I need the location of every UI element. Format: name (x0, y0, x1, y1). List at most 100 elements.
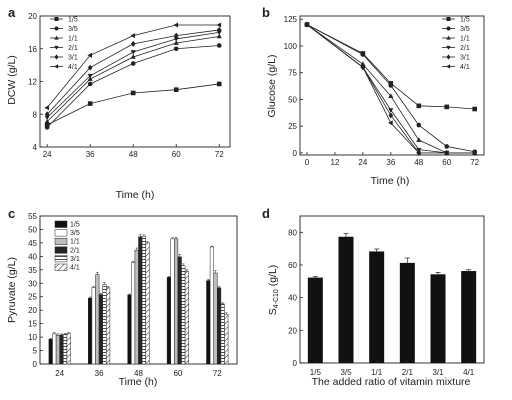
panel-c-y-tick-label: 40 (28, 252, 37, 261)
panel-a-data-point (87, 64, 93, 71)
panel-b-data-point (416, 150, 421, 156)
panel-a-data-point (216, 22, 222, 28)
panel-a-y-tick-label: 20 (28, 12, 37, 21)
panel-d-plot-frame (299, 215, 485, 364)
panel-b-data-point (388, 120, 393, 126)
panel-b-data-point (443, 150, 449, 156)
panel-a-data-point (216, 26, 222, 33)
panel-b-data-point (444, 104, 450, 110)
panel-c-pyruvate-chart: Time (h) Pyruvate (g/L) 24 36 48 60 72 0 5 10 15… (6, 212, 238, 388)
panel-c-bar (55, 334, 60, 365)
panel-a-data-point (173, 46, 179, 52)
panel-b-data-point (444, 144, 450, 149)
panel-d-x-tick-label: 4/1 (463, 368, 475, 377)
panel-c-y-tick-label: 25 (28, 293, 37, 302)
panel-b-y-tick-label: 25 (288, 122, 297, 131)
panel-b-y-tick-label: 0 (293, 149, 298, 158)
panel-a-legend-label: 3/1 (68, 55, 78, 62)
panel-a-x-tick-label: 24 (43, 150, 52, 159)
panel-c-legend-label: 2/1 (70, 247, 80, 254)
panel-d-ylabel-sub: 4-C10 (273, 289, 280, 308)
panel-c-bar (206, 280, 211, 365)
panel-b-legend-marker (446, 64, 451, 69)
panel-c-legend-label: 3/1 (70, 256, 80, 263)
panel-c-y-tick-label: 20 (28, 306, 37, 315)
panel-a-data-point (173, 87, 179, 92)
panel-a-y-tick-label: 4 (33, 143, 38, 152)
panel-a-data-point (173, 37, 179, 42)
panel-a-data-point (44, 122, 50, 128)
panel-b-y-tick-label: 75 (288, 69, 297, 78)
panel-b-data-point (388, 83, 394, 88)
panel-b-legend-marker (446, 45, 451, 50)
panel-c-y-tick-label: 0 (33, 360, 38, 369)
panel-b-glucose-chart: Time (h) Glucose (g/L) 0 12 24 36 48 60 72 0 25 5… (266, 15, 485, 187)
panel-a-y-tick-label: 16 (28, 45, 37, 54)
panel-d-x-tick-label: 3/1 (432, 368, 444, 377)
panel-a-ylabel: DCW (g/L) (6, 55, 18, 105)
panel-a-y-tick-label: 8 (33, 110, 38, 119)
panel-b-series-line (306, 24, 475, 153)
panel-c-bar (102, 284, 107, 365)
panel-b-y-tick-label: 50 (288, 95, 297, 104)
panel-d-ylabel-unit: (g/L) (267, 265, 279, 290)
panel-c-y-tick-label: 50 (28, 225, 37, 234)
panel-c-legend-label: 3/5 (70, 230, 80, 237)
panel-d-s4c10-chart: The added ratio of vitamin mixture S4-C1… (267, 215, 485, 388)
panel-a-data-point (44, 115, 50, 121)
panel-a-legend-marker (54, 35, 59, 40)
panel-a-legend-marker (54, 54, 59, 60)
panel-d-x-tick-label: 3/5 (340, 368, 352, 377)
panel-b-y-tick-label: 100 (284, 42, 298, 51)
panel-c-x-tick-label: 48 (134, 369, 143, 378)
panel-letter-c: c (8, 206, 15, 221)
panel-c-legend-swatch (54, 255, 68, 263)
panel-b-legend-label: 1/5 (460, 17, 470, 24)
panel-d-y-tick-label: 40 (288, 294, 297, 303)
panel-a-data-point (130, 50, 136, 55)
panel-c-bar (174, 238, 179, 365)
panel-b-legend-marker (446, 35, 451, 40)
panel-a-legend-label: 1/1 (68, 36, 78, 43)
panel-d-y-tick-label: 20 (288, 326, 297, 335)
panel-c-x-tick-label: 24 (55, 369, 64, 378)
panel-d-bar (399, 262, 415, 363)
panel-c-x-tick-label: 72 (213, 369, 222, 378)
panel-b-legend-label: 3/1 (460, 55, 470, 62)
panel-a-data-point (44, 111, 50, 118)
panel-c-legend-label: 1/1 (70, 239, 80, 246)
panel-a-data-point (173, 22, 179, 28)
panel-c-bar (134, 249, 139, 365)
panel-b-data-point (360, 64, 365, 70)
panel-a-data-point (87, 73, 93, 79)
panel-d-xlabel: The added ratio of vitamin mixture (312, 376, 471, 388)
panel-b-legend-marker (446, 54, 451, 60)
panel-b-x-tick-label: 24 (358, 158, 367, 167)
panel-c-bar (213, 272, 218, 365)
panel-a-legend-label: 2/1 (68, 45, 78, 52)
panel-a-data-point (44, 105, 50, 111)
panel-a-series-line (46, 83, 220, 126)
panel-c-x-tick-label: 36 (95, 369, 104, 378)
panel-b-xlabel: Time (h) (371, 175, 410, 187)
panel-c-bar (48, 338, 53, 365)
panel-a-xlabel: Time (h) (116, 189, 155, 201)
panel-c-bar (63, 334, 68, 365)
panel-c-xlabel: Time (h) (119, 376, 158, 388)
panel-c-bar (141, 235, 146, 365)
panel-a-data-point (216, 43, 222, 48)
panel-b-data-point (472, 106, 477, 112)
panel-c-bar (59, 334, 64, 365)
panel-letter-d: d (262, 206, 270, 221)
panel-a-legend-label: 4/1 (68, 64, 78, 71)
panel-b-legend-marker (446, 17, 451, 21)
panel-a-data-point (130, 90, 136, 96)
panel-c-bar (217, 287, 222, 365)
panel-a-legend-marker (54, 26, 59, 31)
panel-c-y-tick-label: 35 (28, 266, 37, 275)
panel-a-x-tick-label: 72 (215, 150, 224, 159)
panel-b-series-line (306, 24, 475, 154)
panel-b-plot-frame (299, 15, 485, 156)
panel-letter-a: a (8, 5, 16, 20)
panel-b-data-point (416, 137, 422, 142)
